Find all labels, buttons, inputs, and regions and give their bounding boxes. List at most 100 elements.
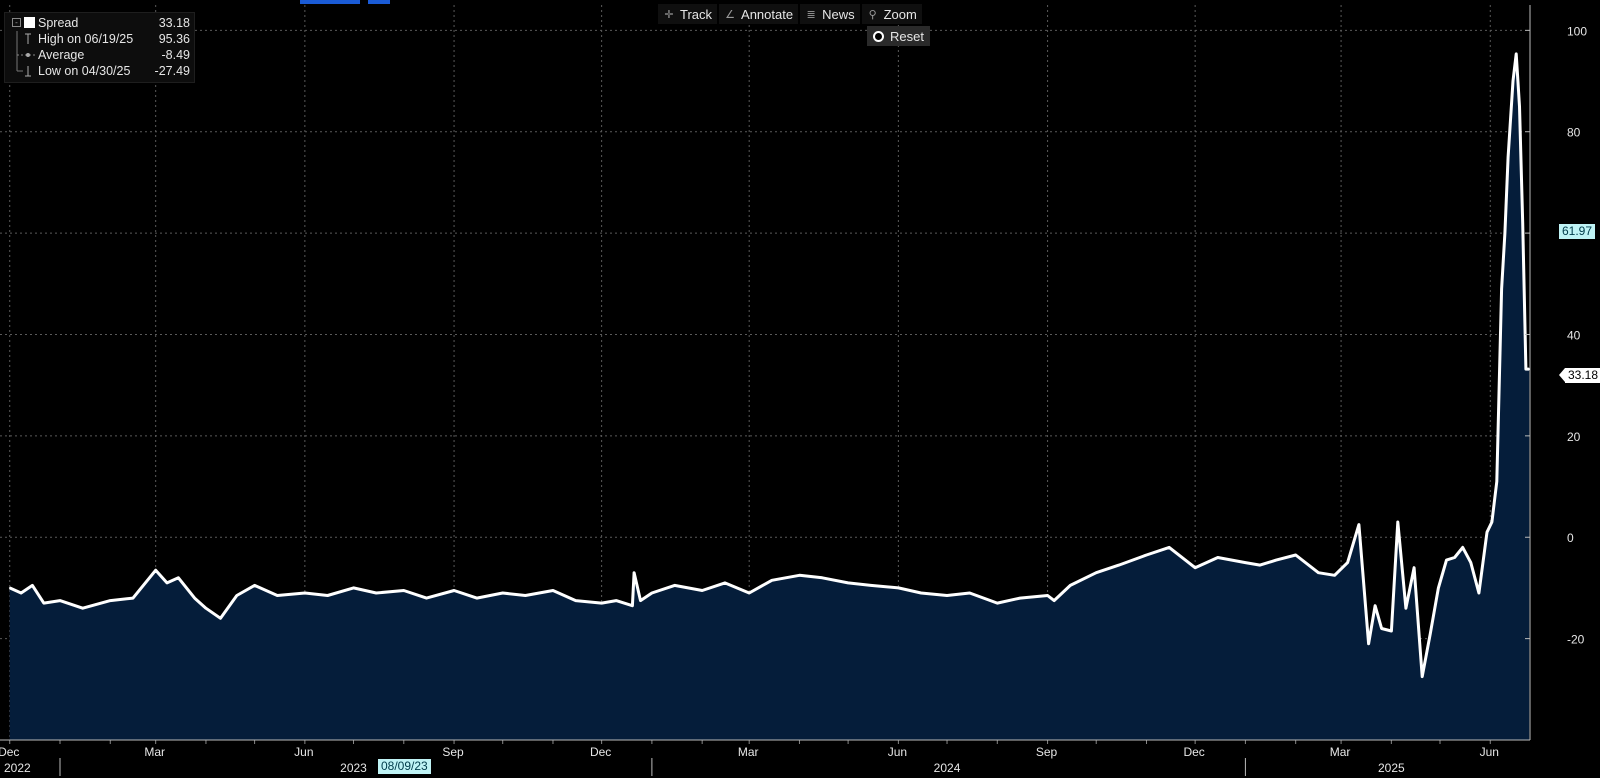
data-point: [821, 577, 823, 579]
legend-row-average: Average -8.49: [5, 47, 194, 63]
data-point: [651, 592, 653, 594]
track-button[interactable]: ✛ Track: [658, 4, 718, 24]
last-value-tag: 33.18: [1558, 368, 1600, 383]
data-point: [81, 607, 84, 609]
annotate-button[interactable]: ∠ Annotate: [719, 4, 799, 24]
data-point: [276, 594, 279, 597]
data-point: [1429, 632, 1432, 635]
data-point: [748, 592, 750, 594]
data-point: [476, 597, 478, 599]
x-tick-label-month: Dec: [1183, 745, 1204, 759]
data-point: [897, 587, 900, 589]
low-marker-icon: [16, 63, 31, 77]
data-point: [205, 607, 207, 609]
data-point: [8, 587, 11, 589]
legend-low-value: -27.49: [154, 64, 190, 78]
data-point: [1358, 523, 1360, 526]
data-point: [1397, 521, 1399, 523]
legend-average-label: Average: [38, 48, 85, 62]
chart-toolbar: ✛ Track ∠ Annotate ≣ News ⚲ Zoom: [658, 4, 922, 24]
cursor-date-tag: 08/09/23: [378, 759, 431, 774]
x-tick-label-year: 2022: [4, 761, 31, 775]
x-tick-label-year: 2023: [340, 761, 367, 775]
data-point: [574, 599, 577, 602]
data-point: [109, 599, 112, 602]
data-point: [166, 582, 168, 584]
data-point: [1145, 554, 1148, 556]
x-tick-label-month: Sep: [442, 745, 464, 759]
data-point: [1046, 594, 1049, 597]
data-point: [1405, 607, 1407, 609]
data-point: [1504, 232, 1506, 234]
data-point: [1461, 546, 1464, 549]
zoom-button[interactable]: ⚲ Zoom: [861, 4, 922, 24]
collapse-icon[interactable]: -: [12, 18, 21, 27]
data-point: [1168, 546, 1170, 549]
x-tick-label-month: Jun: [888, 745, 907, 759]
legend-series-name: Spread: [38, 16, 79, 30]
data-point: [1421, 675, 1423, 678]
chart-legend[interactable]: - Spread 33.18 High on 06/19/25 95.36 Av…: [4, 12, 195, 83]
news-label: News: [822, 6, 855, 22]
top-tab-2[interactable]: [368, 0, 390, 4]
data-point: [59, 599, 61, 602]
legend-row-high: High on 06/19/25 95.36: [5, 31, 194, 47]
data-point: [1496, 480, 1498, 483]
reset-label: Reset: [890, 28, 924, 44]
data-point: [236, 594, 238, 597]
reset-button[interactable]: Reset: [867, 26, 930, 46]
data-point: [552, 589, 554, 592]
legend-row-low: Low on 04/30/25 -27.49: [5, 63, 194, 79]
data-point: [920, 592, 922, 594]
legend-row-series[interactable]: - Spread 33.18: [5, 15, 194, 31]
data-point: [1380, 627, 1383, 630]
data-point: [1317, 571, 1320, 574]
x-tick-label-month: Mar: [1330, 745, 1351, 759]
y-tick-label: 80: [1567, 126, 1581, 140]
data-point: [1374, 604, 1376, 607]
data-point: [177, 577, 180, 579]
data-point: [798, 574, 801, 577]
crosshair-icon: ✛: [664, 8, 674, 21]
pencil-icon: ∠: [725, 8, 735, 21]
average-marker-icon: [16, 47, 35, 63]
data-point: [1413, 566, 1415, 569]
zoom-label: Zoom: [883, 6, 917, 22]
data-point: [1507, 156, 1509, 158]
data-point: [1390, 630, 1393, 632]
top-tab-1[interactable]: [300, 0, 360, 4]
data-point: [701, 589, 703, 592]
x-tick-label-month: Jun: [294, 745, 313, 759]
data-point: [1528, 368, 1530, 370]
x-axis: Dec Mar Jun Sep Dec Mar Jun Sep Dec Mar Jun 2022 202…: [0, 739, 1530, 776]
data-point: [1518, 105, 1521, 108]
data-point: [1453, 556, 1456, 559]
data-point: [219, 617, 222, 620]
series-line-spread: [9, 52, 1530, 679]
data-point: [1512, 80, 1514, 82]
y-tick-label: 20: [1567, 430, 1581, 444]
data-point: [193, 597, 196, 599]
high-marker-icon: [16, 31, 31, 47]
data-point: [352, 587, 355, 589]
data-point: [631, 604, 634, 607]
data-point: [453, 589, 455, 592]
radio-icon: [873, 30, 884, 42]
data-point: [154, 569, 157, 571]
legend-high-label: High on 06/19/25: [38, 32, 134, 46]
data-point: [1346, 561, 1349, 564]
data-point: [870, 584, 872, 587]
data-point: [375, 592, 378, 594]
data-point: [1521, 222, 1524, 224]
data-point: [304, 592, 306, 594]
news-list-icon: ≣: [806, 8, 816, 21]
data-point: [1333, 574, 1336, 577]
x-tick-label-month: Mar: [144, 745, 165, 759]
news-button[interactable]: ≣ News: [800, 4, 860, 24]
data-point: [1525, 368, 1527, 370]
legend-series-value: 33.18: [158, 16, 190, 30]
data-point: [524, 594, 527, 597]
data-point: [615, 599, 617, 602]
legend-high-value: 95.36: [158, 32, 190, 46]
